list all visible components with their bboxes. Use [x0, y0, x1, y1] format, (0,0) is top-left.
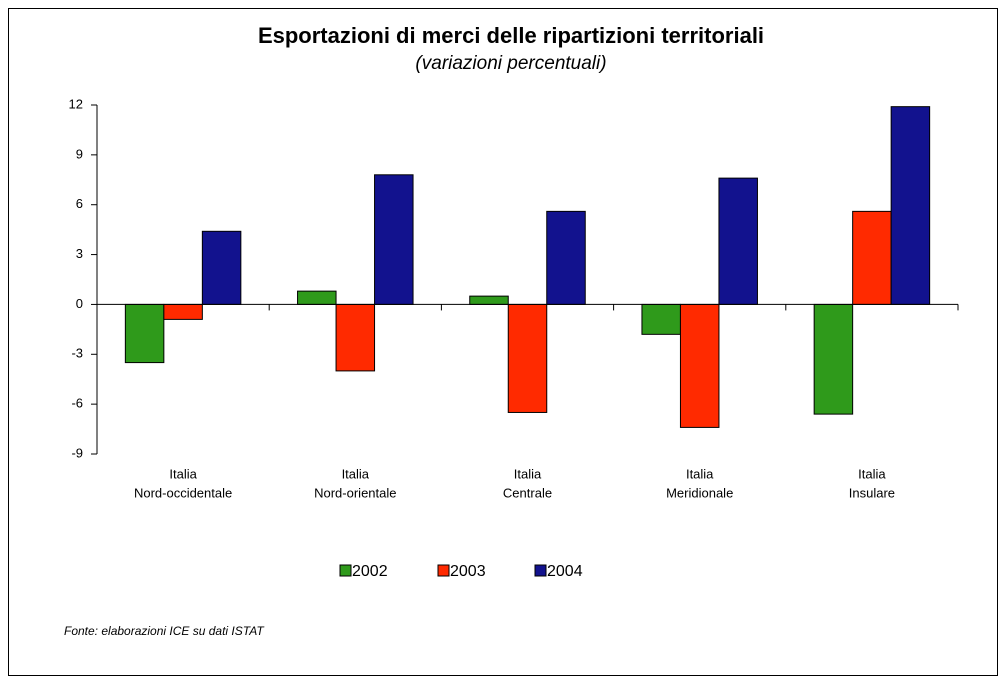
bar: [679, 303, 720, 428]
bar: [641, 303, 681, 335]
bar: [507, 303, 548, 413]
bar: [890, 106, 931, 305]
bar: [201, 230, 242, 305]
bar: [297, 290, 337, 305]
y-tick-label: 12: [69, 96, 83, 111]
x-tick-label: Nord-orientale: [314, 485, 396, 500]
y-tick-label: 0: [76, 296, 83, 311]
chart-title: Esportazioni di merci delle ripartizioni…: [258, 23, 764, 48]
bar: [718, 177, 758, 305]
x-tick-label: Italia: [858, 466, 886, 481]
legend-label: 2004: [547, 563, 583, 580]
bar: [124, 303, 165, 364]
bar: [469, 295, 509, 305]
x-tick-label: Centrale: [503, 485, 552, 500]
bar: [374, 174, 414, 305]
source-note: Fonte: elaborazioni ICE su dati ISTAT: [64, 624, 265, 638]
y-tick-label: -3: [71, 346, 83, 361]
x-tick-label: Italia: [514, 466, 542, 481]
x-tick-label: Meridionale: [666, 485, 733, 500]
x-tick-label: Italia: [686, 466, 714, 481]
bar: [546, 210, 586, 305]
x-tick-label: Italia: [169, 466, 197, 481]
legend-swatch: [534, 564, 547, 577]
bar: [335, 303, 376, 372]
legend-label: 2003: [450, 563, 486, 580]
y-tick-label: 3: [76, 246, 83, 261]
chart-subtitle: (variazioni percentuali): [415, 53, 606, 74]
legend-swatch: [339, 564, 352, 577]
bar: [163, 303, 203, 320]
bar: [852, 210, 892, 305]
bar: [813, 303, 854, 415]
y-tick-label: -9: [71, 445, 83, 460]
y-tick-label: 6: [76, 196, 83, 211]
x-tick-label: Italia: [342, 466, 370, 481]
y-tick-label: -6: [71, 396, 83, 411]
y-tick-label: 9: [76, 146, 83, 161]
x-tick-label: Nord-occidentale: [134, 485, 232, 500]
x-tick-label: Insulare: [849, 485, 895, 500]
legend-label: 2002: [352, 563, 388, 580]
legend-swatch: [437, 564, 450, 577]
